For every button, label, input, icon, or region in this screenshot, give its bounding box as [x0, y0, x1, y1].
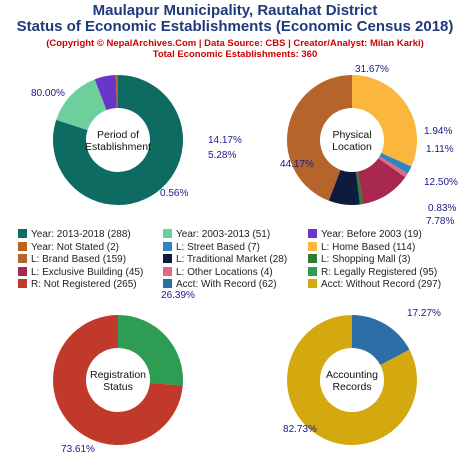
- legend-label: L: Brand Based (159): [31, 254, 127, 265]
- donut-hole: [320, 108, 384, 172]
- slice-percent-label: 31.67%: [355, 64, 389, 75]
- slice-percent-label: 5.28%: [208, 150, 236, 161]
- slice-percent-label: 80.00%: [31, 88, 65, 99]
- legend-swatch: [18, 266, 27, 276]
- legend-swatch: [18, 254, 27, 263]
- legend-label: L: Shopping Mall (3): [321, 254, 411, 265]
- legend-label: L: Street Based (7): [176, 241, 260, 253]
- legend-item: L: Exclusive Building (45): [18, 266, 144, 278]
- slice-percent-label: 26.39%: [161, 290, 195, 301]
- legend-item: R: Legally Registered (95): [308, 266, 438, 278]
- credit-line: (Copyright © NepalArchives.Com | Data So…: [46, 38, 424, 49]
- legend-swatch: [308, 229, 317, 238]
- legend-swatch: [18, 241, 27, 251]
- donut-hole: [86, 348, 150, 412]
- slice-percent-label: 1.11%: [426, 144, 454, 155]
- legend-swatch: [163, 229, 172, 238]
- legend-label: R: Not Registered (265): [31, 279, 137, 290]
- donut-hole: [86, 108, 150, 172]
- center-label: Establishment: [85, 141, 151, 153]
- donut-hole: [320, 348, 384, 412]
- legend-item: L: Street Based (7): [163, 241, 260, 253]
- legend-swatch: [308, 279, 317, 288]
- total-line: Total Economic Establishments: 360: [152, 49, 318, 60]
- slice-percent-label: 14.17%: [208, 135, 242, 146]
- legend-item: Acct: Without Record (297): [308, 279, 441, 290]
- legend-item: R: Not Registered (265): [18, 279, 137, 290]
- legend-swatch: [163, 279, 172, 288]
- chart-subtitle: Status of Economic Establishments (Econo…: [16, 18, 454, 35]
- center-label: Records: [332, 381, 371, 393]
- legend-swatch: [18, 279, 27, 288]
- chart-title: Maulapur Municipality, Rautahat District: [92, 2, 378, 19]
- legend-label: Acct: Without Record (297): [321, 279, 442, 290]
- legend-label: L: Home Based (114): [321, 241, 416, 253]
- legend-item: Acct: With Record (62): [163, 279, 277, 290]
- legend-swatch: [163, 266, 172, 276]
- center-label: Location: [332, 141, 372, 153]
- legend-label: Year: Not Stated (2): [31, 241, 120, 253]
- legend-item: L: Other Locations (4): [163, 266, 273, 278]
- center-label: Period of: [97, 129, 139, 141]
- legend-label: Acct: With Record (62): [176, 279, 277, 290]
- legend-swatch: [308, 241, 317, 251]
- slice-percent-label: 17.27%: [407, 308, 441, 319]
- slice-percent-label: 44.17%: [280, 159, 314, 170]
- slice-percent-label: 0.56%: [160, 188, 188, 199]
- legend-label: Year: Before 2003 (19): [321, 229, 422, 240]
- center-label: Physical: [332, 129, 371, 141]
- slice-percent-label: 82.73%: [283, 424, 317, 435]
- center-label: Status: [103, 381, 133, 393]
- legend-swatch: [308, 254, 317, 263]
- legend-label: R: Legally Registered (95): [321, 266, 438, 278]
- pie-slice: [287, 75, 352, 201]
- legend-item: Year: Before 2003 (19): [308, 229, 422, 240]
- center-label: Registration: [90, 369, 146, 381]
- legend-item: L: Shopping Mall (3): [308, 254, 411, 265]
- slice-percent-label: 0.83%: [428, 203, 456, 214]
- legend-swatch: [163, 241, 172, 251]
- legend-swatch: [163, 254, 172, 263]
- legend-label: Year: 2003-2013 (51): [176, 229, 271, 240]
- legend-swatch: [308, 266, 317, 276]
- slice-percent-label: 12.50%: [424, 177, 458, 188]
- legend-swatch: [18, 229, 27, 238]
- legend-item: L: Home Based (114): [308, 241, 416, 253]
- legend-label: L: Other Locations (4): [176, 266, 273, 278]
- legend-label: Year: 2013-2018 (288): [31, 229, 131, 240]
- legend-item: L: Brand Based (159): [18, 254, 126, 265]
- legend-item: L: Traditional Market (28): [163, 254, 287, 265]
- legend-label: L: Traditional Market (28): [176, 254, 288, 265]
- slice-percent-label: 7.78%: [426, 216, 454, 227]
- legend-item: Year: 2013-2018 (288): [18, 229, 131, 240]
- slice-percent-label: 1.94%: [424, 126, 452, 137]
- legend-item: Year: Not Stated (2): [18, 241, 120, 253]
- center-label: Accounting: [326, 369, 378, 381]
- legend-label: L: Exclusive Building (45): [31, 266, 144, 278]
- slice-percent-label: 73.61%: [61, 444, 95, 455]
- legend-item: Year: 2003-2013 (51): [163, 229, 270, 240]
